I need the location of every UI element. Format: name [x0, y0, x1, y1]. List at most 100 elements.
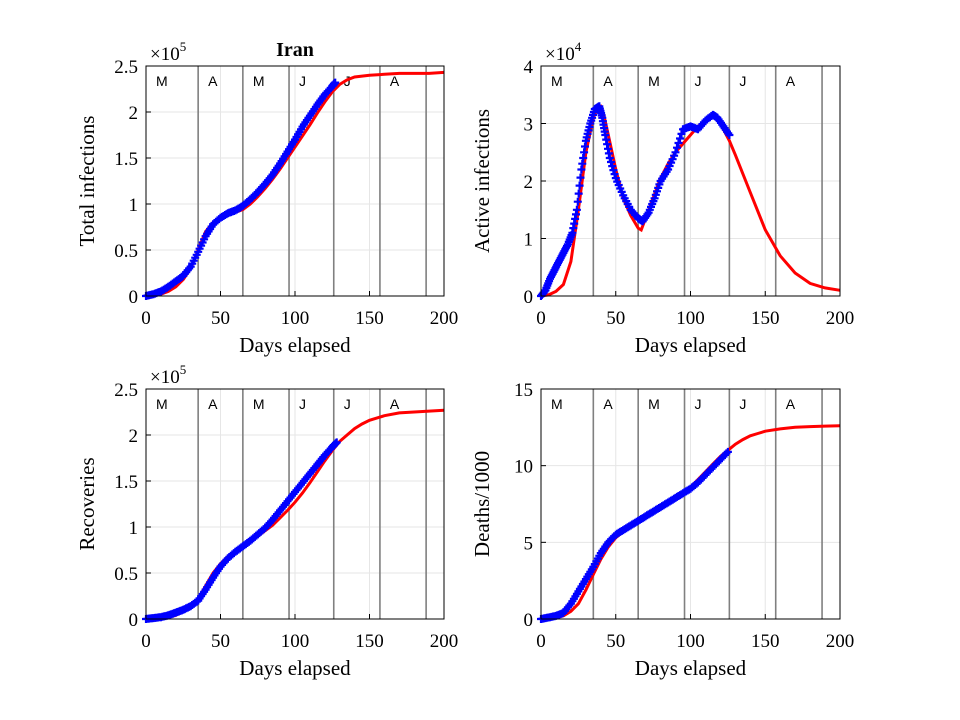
axis-multiplier-base: ×10: [150, 44, 180, 65]
y-tick-label: 1.5: [114, 149, 138, 170]
month-label: M: [253, 73, 265, 89]
axis-multiplier: ×104: [545, 39, 582, 65]
month-label: J: [344, 396, 351, 412]
x-tick-label: 0: [141, 308, 151, 329]
x-tick-label: 0: [141, 631, 151, 652]
y-tick-label: 15: [514, 380, 533, 401]
month-label: M: [648, 73, 660, 89]
axis-multiplier-base: ×10: [545, 44, 575, 65]
y-tick-label: 4: [524, 57, 534, 78]
x-tick-label: 150: [751, 308, 780, 329]
observed-data-series: [537, 102, 734, 300]
y-tick-label: 2: [129, 103, 139, 124]
x-axis-label: Days elapsed: [635, 333, 747, 357]
data-point: [673, 143, 681, 152]
data-point: [605, 154, 614, 162]
x-tick-label: 50: [606, 631, 625, 652]
y-axis-label: Active infections: [470, 109, 494, 253]
y-tick-label: 0.5: [114, 241, 138, 262]
chart-deaths: M A M J J A 0 50 100 150 200 0 5 10 15 Days elapsed Deat…: [470, 380, 854, 680]
data-point: [572, 205, 581, 214]
month-label: A: [390, 396, 400, 412]
month-label: J: [695, 396, 702, 412]
data-point: [576, 173, 585, 182]
x-axis-label: Days elapsed: [239, 656, 351, 680]
month-label: A: [208, 73, 218, 89]
x-tick-label: 100: [281, 308, 310, 329]
y-tick-label: 0: [524, 610, 534, 631]
observed-data-series: [142, 438, 341, 623]
x-tick-label: 200: [826, 308, 855, 329]
x-tick-label: 100: [676, 308, 705, 329]
x-tick-label: 50: [606, 308, 625, 329]
month-label: A: [603, 396, 613, 412]
y-tick-label: 3: [524, 115, 534, 136]
x-tick-label: 100: [676, 631, 705, 652]
month-label: M: [551, 73, 563, 89]
x-tick-label: 200: [430, 308, 459, 329]
month-label: M: [253, 396, 265, 412]
x-tick-label: 150: [355, 308, 384, 329]
chart-title: Iran: [276, 39, 314, 61]
month-label: M: [156, 73, 168, 89]
month-label: M: [551, 396, 563, 412]
y-tick-label: 1.5: [114, 472, 138, 493]
data-point: [573, 197, 582, 206]
axis-multiplier-exponent: 4: [575, 39, 582, 54]
data-point: [332, 438, 341, 447]
x-tick-label: 0: [536, 308, 546, 329]
data-point: [671, 148, 680, 157]
y-tick-label: 10: [514, 457, 533, 478]
month-label: A: [786, 396, 796, 412]
y-tick-label: 1: [524, 230, 534, 251]
x-tick-label: 200: [826, 631, 855, 652]
data-point: [723, 447, 732, 456]
y-tick-label: 5: [524, 533, 534, 554]
month-label: M: [648, 396, 660, 412]
y-tick-label: 2: [524, 172, 534, 193]
y-tick-label: 0.5: [114, 564, 138, 585]
y-tick-label: 0: [129, 287, 139, 308]
month-label: J: [695, 73, 702, 89]
x-tick-label: 50: [211, 308, 230, 329]
data-point: [610, 170, 619, 179]
data-point: [608, 162, 617, 171]
y-tick-label: 2.5: [114, 57, 138, 78]
axis-multiplier-base: ×10: [150, 367, 180, 388]
data-point: [575, 181, 584, 190]
month-label: A: [390, 73, 400, 89]
month-label: J: [739, 396, 746, 412]
y-tick-label: 0: [129, 610, 139, 631]
data-point: [609, 166, 618, 175]
y-tick-label: 1: [129, 518, 139, 539]
axis-multiplier-exponent: 5: [180, 39, 187, 54]
axis-multiplier-exponent: 5: [180, 362, 187, 377]
data-point: [331, 78, 340, 87]
month-label: A: [786, 73, 796, 89]
data-point: [674, 139, 683, 147]
x-tick-label: 150: [355, 631, 384, 652]
x-tick-label: 0: [536, 631, 546, 652]
x-tick-label: 200: [430, 631, 459, 652]
y-axis-label: Recoveries: [75, 457, 99, 550]
data-point: [574, 189, 583, 198]
chart-recoveries: M A M J J A 0 50 100 150 200 0 0.5 1 1.5 2 2.5 Days elaps…: [75, 362, 458, 680]
month-label: J: [739, 73, 746, 89]
month-label: J: [299, 73, 306, 89]
month-label: A: [208, 396, 218, 412]
data-point: [677, 129, 686, 138]
month-label: A: [603, 73, 613, 89]
x-tick-label: 50: [211, 631, 230, 652]
y-tick-label: 2: [129, 426, 139, 447]
data-point: [607, 158, 615, 166]
chart-active: M A M J J A 0 50 100 150 200 0 1 2 3 4 Days elapsed Activ…: [470, 39, 854, 357]
y-axis-label: Total infections: [75, 116, 99, 247]
y-axis-label: Deaths/1000: [470, 451, 494, 557]
month-label: M: [156, 396, 168, 412]
y-tick-label: 0: [524, 287, 534, 308]
y-tick-label: 2.5: [114, 380, 138, 401]
month-label: J: [299, 396, 306, 412]
x-axis-label: Days elapsed: [635, 656, 747, 680]
axis-multiplier: ×105: [150, 362, 186, 388]
